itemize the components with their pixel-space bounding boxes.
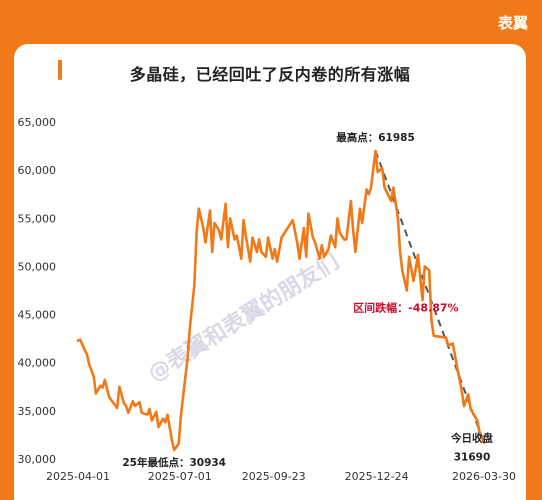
x-tick-label: 2025-12-24	[345, 470, 409, 483]
close-value-annotation: 31690	[454, 452, 491, 464]
y-tick-label: 55,000	[18, 212, 57, 225]
max-annotation: 最高点：61985	[336, 131, 415, 144]
y-axis: 30,000 35,000 40,000 45,000 50,000 55,000 60,0…	[18, 116, 57, 466]
y-tick-label: 45,000	[18, 309, 57, 322]
close-annotation: 今日收盘	[450, 432, 493, 445]
y-tick-label: 35,000	[18, 405, 57, 418]
chart-card: 多晶硅，已经回吐了反内卷的所有涨幅 @表翼和表翼的朋友们 30,000 35,00…	[14, 44, 526, 500]
line-chart: @表翼和表翼的朋友们 30,000 35,000 40,000 45,000 50,00…	[18, 116, 516, 483]
chart-title: 多晶硅，已经回吐了反内卷的所有涨幅	[129, 65, 411, 84]
change-annotation: 区间跌幅：-48.87%	[353, 300, 458, 314]
y-tick-label: 60,000	[18, 164, 57, 177]
min-annotation: 25年最低点：30934	[122, 456, 226, 469]
x-tick-label: 2025-07-01	[148, 470, 212, 483]
title-accent-bar	[58, 60, 62, 80]
y-tick-label: 30,000	[18, 453, 57, 466]
brand-logo: 表翼	[497, 14, 528, 32]
watermark: @表翼和表翼的朋友们	[143, 248, 343, 387]
y-tick-label: 50,000	[18, 260, 57, 273]
series-line	[76, 149, 486, 452]
x-axis: 2025-04-01 2025-07-01 2025-09-23 2025-12-24…	[46, 470, 516, 483]
decline-trend-line	[374, 150, 485, 444]
y-tick-label: 65,000	[18, 116, 57, 129]
x-tick-label: 2026-03-30	[452, 470, 516, 483]
y-tick-label: 40,000	[18, 357, 57, 370]
x-tick-label: 2025-04-01	[46, 470, 110, 483]
x-tick-label: 2025-09-23	[242, 470, 306, 483]
